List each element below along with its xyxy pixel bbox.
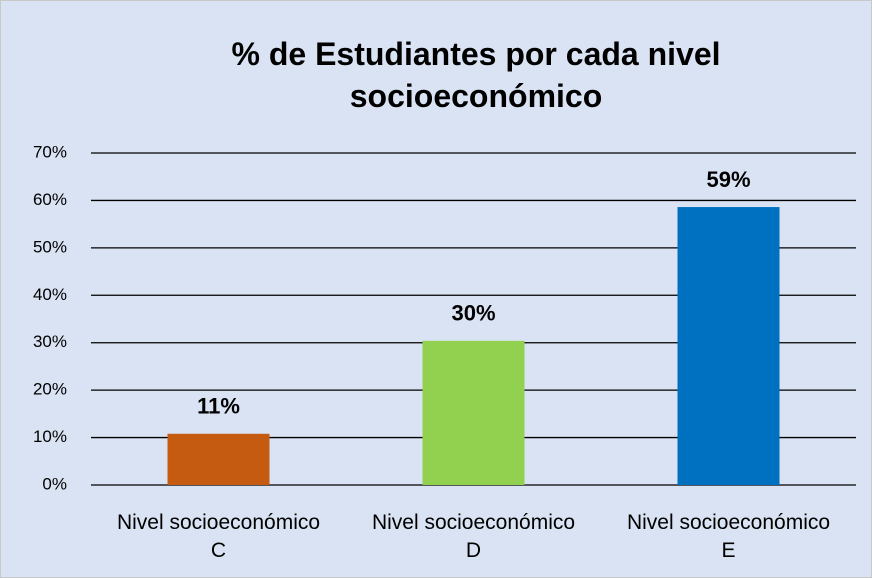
x-tick-label: Nivel socioeconómico E: [626, 511, 831, 562]
x-tick-label: Nivel socioeconómico C: [116, 511, 321, 562]
y-tick-label: 30%: [33, 332, 67, 351]
bar: [422, 340, 525, 485]
chart-title: % de Estudiantes por cada nivel socioeco…: [231, 36, 721, 114]
data-label: 59%: [706, 167, 750, 192]
y-tick-label: 10%: [33, 427, 67, 446]
data-label: 30%: [451, 301, 495, 326]
y-tick-label: 50%: [33, 237, 67, 256]
y-tick-label: 20%: [33, 380, 67, 399]
x-tick-label: Nivel socioeconómico D: [371, 511, 576, 562]
data-label: 11%: [197, 394, 240, 419]
bar: [167, 433, 270, 485]
y-tick-label: 0%: [42, 474, 67, 493]
y-tick-label: 40%: [33, 285, 67, 304]
y-tick-label: 60%: [33, 190, 67, 209]
y-tick-label: 70%: [33, 142, 67, 161]
bar: [677, 207, 780, 485]
